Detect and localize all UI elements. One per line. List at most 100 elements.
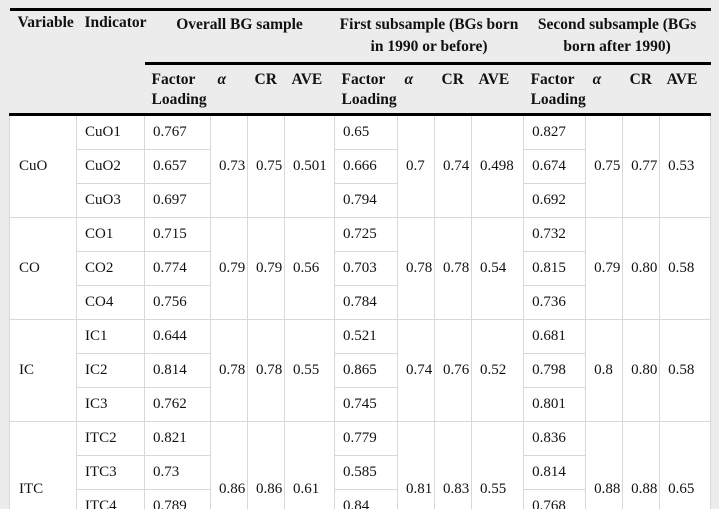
factor-loading-cell: 0.732	[523, 217, 587, 253]
variable-cell: IC	[9, 319, 77, 423]
factor-loading-cell: 0.674	[523, 149, 587, 185]
variable-cell: CO	[9, 217, 77, 321]
indicator-cell: CO2	[76, 251, 145, 287]
cr-header: CR	[247, 63, 285, 117]
factor-loading-cell: 0.681	[523, 319, 587, 355]
cr-cell: 0.77	[622, 114, 661, 219]
cr-cell: 0.78	[247, 319, 285, 423]
alpha-header: α	[585, 63, 623, 117]
table-row: IC3 0.762 0.745 0.801	[10, 387, 711, 423]
factor-loading-cell: 0.779	[334, 421, 399, 457]
indicator-cell: CuO1	[76, 114, 145, 151]
table-row: CuO2 0.657 0.666 0.674	[10, 149, 711, 185]
factor-loading-cell: 0.644	[144, 319, 211, 355]
factor-loading-cell: 0.745	[334, 387, 399, 423]
factor-loading-cell: 0.697	[144, 183, 211, 219]
ave-cell: 0.58	[659, 217, 712, 321]
alpha-cell: 0.78	[210, 319, 248, 423]
factor-loading-cell: 0.794	[334, 183, 399, 219]
alpha-cell: 0.74	[397, 319, 436, 423]
factor-loading-header: Factor Loading	[523, 63, 586, 117]
factor-loading-cell: 0.715	[144, 217, 211, 253]
ave-cell: 0.61	[283, 421, 336, 509]
cr-cell: 0.83	[434, 421, 473, 509]
factor-loading-cell: 0.821	[144, 421, 211, 457]
table-header: Variable Indicator Overall BG sample Fir…	[9, 7, 711, 117]
indicator-cell: ITC4	[76, 489, 145, 509]
alpha-header: α	[210, 63, 248, 117]
table-body: CuO CuO1 0.767 0.73 0.75 0.501 0.65 0.7 0.74 0.49…	[9, 114, 712, 509]
table-row: CuO3 0.697 0.794 0.692	[10, 183, 711, 219]
factor-loading-cell: 0.798	[523, 353, 587, 389]
factor-loading-cell: 0.814	[144, 353, 211, 389]
ave-cell: 0.55	[283, 319, 336, 423]
factor-loading-cell: 0.736	[523, 285, 587, 321]
ave-cell: 0.52	[471, 319, 525, 423]
factor-loading-cell: 0.756	[144, 285, 211, 321]
factor-loading-cell: 0.815	[523, 251, 587, 287]
table-row: CO2 0.774 0.703 0.815	[10, 251, 711, 287]
ave-cell: 0.55	[471, 421, 525, 509]
factor-loading-cell: 0.784	[334, 285, 399, 321]
alpha-cell: 0.78	[397, 217, 436, 321]
factor-loading-cell: 0.585	[334, 455, 399, 491]
factor-loading-cell: 0.774	[144, 251, 211, 287]
cr-cell: 0.80	[622, 319, 661, 423]
col-header-indicator: Indicator	[76, 7, 147, 117]
alpha-header: α	[397, 63, 435, 117]
table-row: CuO CuO1 0.767 0.73 0.75 0.501 0.65 0.7 0.74 0.49…	[9, 114, 712, 219]
alpha-cell: 0.79	[585, 217, 624, 321]
cr-cell: 0.80	[622, 217, 661, 321]
table-row: ITC4 0.789 0.84 0.768	[10, 489, 711, 509]
factor-loading-header: Factor Loading	[334, 63, 398, 117]
factor-loading-cell: 0.84	[334, 489, 399, 509]
factor-loading-cell: 0.814	[523, 455, 587, 491]
factor-loading-cell: 0.703	[334, 251, 399, 287]
indicator-cell: IC3	[76, 387, 145, 423]
factor-loading-cell: 0.789	[144, 489, 211, 509]
cr-cell: 0.76	[434, 319, 473, 423]
factor-loading-cell: 0.762	[144, 387, 211, 423]
alpha-cell: 0.79	[210, 217, 248, 321]
indicator-cell: CuO2	[76, 149, 145, 185]
indicator-cell: CO1	[76, 217, 145, 253]
subcolumn-header-row: Factor Loading α CR AVE Factor Loading α…	[10, 63, 711, 117]
cr-cell: 0.86	[247, 421, 285, 509]
factor-loading-cell: 0.725	[334, 217, 399, 253]
alpha-cell: 0.88	[585, 421, 624, 509]
ave-cell: 0.53	[659, 114, 712, 219]
cr-cell: 0.74	[434, 114, 473, 219]
factor-loading-cell: 0.827	[523, 114, 587, 151]
factor-loading-cell: 0.657	[144, 149, 211, 185]
ave-cell: 0.498	[471, 114, 525, 219]
alpha-cell: 0.8	[585, 319, 624, 423]
ave-header: AVE	[659, 63, 711, 117]
cr-cell: 0.78	[434, 217, 473, 321]
col-header-variable: Variable	[9, 7, 77, 117]
ave-header: AVE	[284, 63, 335, 117]
alpha-cell: 0.86	[210, 421, 248, 509]
group-header-first-subsample: First subsample (BGs born in 1990 or bef…	[334, 8, 524, 65]
indicator-cell: ITC2	[76, 421, 145, 457]
cr-header: CR	[434, 63, 472, 117]
reliability-validity-table: Variable Indicator Overall BG sample Fir…	[9, 7, 712, 509]
factor-loading-cell: 0.521	[334, 319, 399, 355]
alpha-cell: 0.75	[585, 114, 624, 219]
indicator-cell: CuO3	[76, 183, 145, 219]
table-row: IC2 0.814 0.865 0.798	[10, 353, 711, 389]
indicator-cell: IC2	[76, 353, 145, 389]
ave-cell: 0.501	[283, 114, 336, 219]
group-header-second-subsample: Second subsample (BGs born after 1990)	[523, 8, 711, 65]
factor-loading-cell: 0.767	[144, 114, 211, 151]
indicator-cell: IC1	[76, 319, 145, 355]
factor-loading-cell: 0.801	[523, 387, 587, 423]
factor-loading-cell: 0.768	[523, 489, 587, 509]
ave-cell: 0.58	[659, 319, 712, 423]
cr-header: CR	[622, 63, 660, 117]
alpha-cell: 0.7	[397, 114, 436, 219]
alpha-cell: 0.81	[397, 421, 436, 509]
variable-cell: ITC	[9, 421, 77, 509]
group-header-row: Variable Indicator Overall BG sample Fir…	[9, 7, 711, 117]
factor-loading-header: Factor Loading	[144, 63, 211, 117]
